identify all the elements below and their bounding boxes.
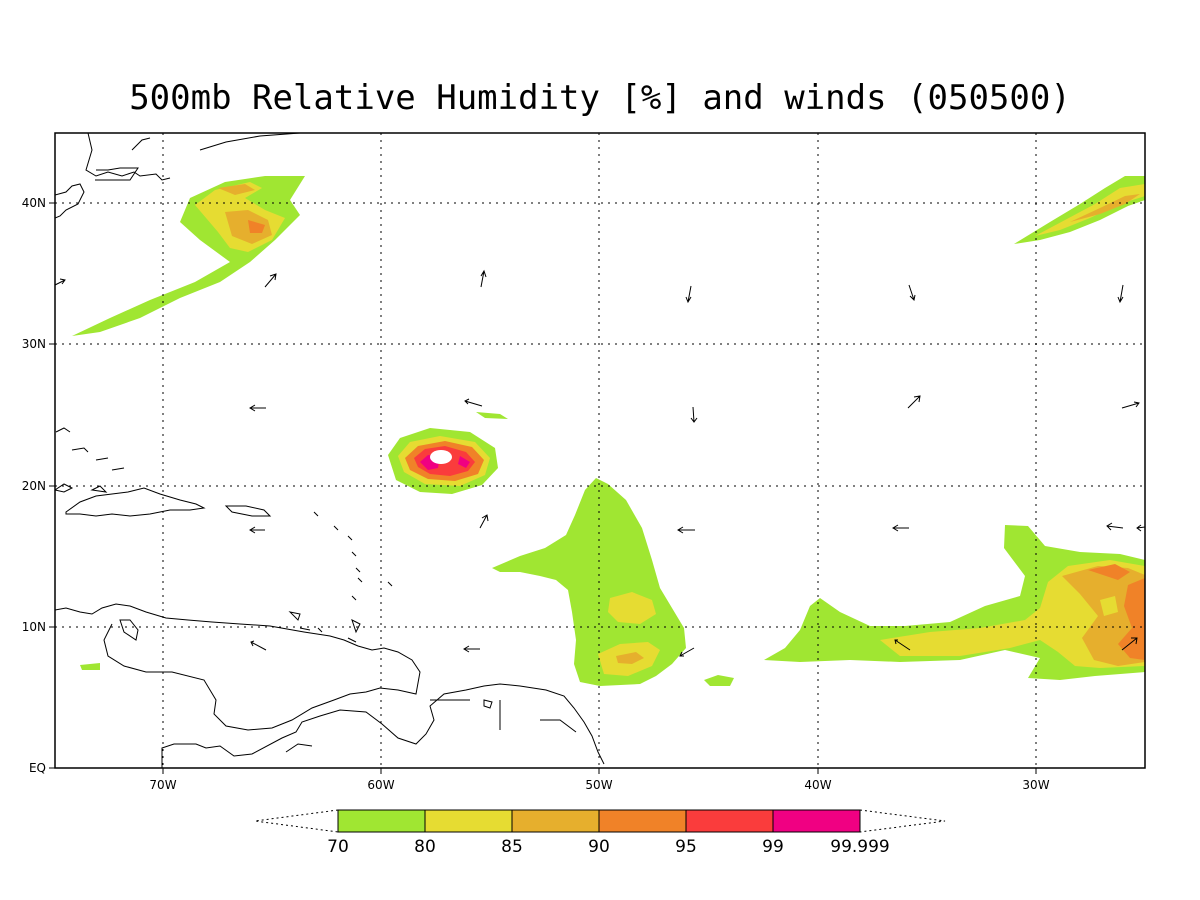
- colorbar-label: 70: [327, 837, 349, 857]
- axis-ticks: [49, 202, 1037, 774]
- wind-arrow: [1136, 524, 1146, 532]
- colorbar-swatch: [598, 809, 687, 833]
- lon-tick-label: 70W: [149, 778, 176, 792]
- colorbar-swatch: [685, 809, 774, 833]
- coastline-inner: [285, 699, 577, 753]
- wind-arrow: [907, 395, 921, 409]
- map-frame: [54, 132, 1146, 769]
- map-title: 500mb Relative Humidity [%] and winds (0…: [129, 78, 1071, 118]
- map-grid: [55, 133, 1145, 768]
- lat-tick-label: EQ: [29, 761, 46, 775]
- lat-tick-label: 20N: [22, 479, 46, 493]
- wind-arrow: [690, 406, 698, 423]
- humidity-region-se-90: [1088, 564, 1145, 660]
- humidity-region-ne: [1014, 176, 1145, 244]
- latitude-labels: 40N 30N 20N 10N EQ: [22, 196, 46, 775]
- wind-arrow: [677, 526, 695, 534]
- longitude-labels: 70W 60W 50W 40W 30W: [149, 778, 1049, 792]
- wind-arrow: [1121, 401, 1140, 409]
- wind-arrow: [264, 273, 277, 288]
- colorbar-label: 80: [414, 837, 436, 857]
- coastlines: [55, 133, 605, 768]
- colorbar-label: 99: [762, 837, 784, 857]
- humidity-region-ne-80: [1035, 184, 1145, 236]
- wind-arrow: [1106, 522, 1124, 531]
- wind-vectors: [54, 269, 1146, 657]
- coastline-south-america: [55, 603, 605, 768]
- colorbar-labels: 70 80 85 90 95 99 99.999: [327, 837, 890, 857]
- colorbar-swatch: [337, 809, 426, 833]
- colorbar-swatch: [772, 809, 861, 833]
- wind-arrow: [908, 284, 916, 302]
- colorbar-right-extension: [859, 809, 946, 833]
- colorbar-swatch: [511, 809, 600, 833]
- wind-arrow: [685, 285, 692, 304]
- humidity-region-nw: [72, 176, 305, 336]
- wind-arrow: [892, 524, 909, 532]
- wind-arrow: [54, 278, 66, 286]
- humidity-region-central: [492, 478, 686, 686]
- wind-arrow: [1121, 637, 1138, 651]
- coastline-lesser-antilles: [313, 511, 393, 643]
- lon-tick-label: 40W: [804, 778, 831, 792]
- humidity-region-nw-90: [248, 220, 265, 233]
- humidity-region-small: [80, 663, 100, 670]
- wind-arrow: [463, 645, 480, 653]
- lat-tick-label: 10N: [22, 620, 46, 634]
- wind-arrow: [1117, 284, 1124, 304]
- cyclone-eye: [430, 450, 452, 464]
- colorbar-label: 90: [588, 837, 610, 857]
- lon-tick-label: 30W: [1022, 778, 1049, 792]
- humidity-fields: [72, 176, 1145, 686]
- colorbar: 70 80 85 90 95 99 99.999: [254, 809, 946, 857]
- humidity-region-ne-85: [1070, 194, 1140, 222]
- humidity-region-central-80a: [608, 592, 656, 624]
- lat-tick-label: 30N: [22, 337, 46, 351]
- coastline-caribbean-islands: [55, 427, 311, 641]
- colorbar-swatch: [424, 809, 513, 833]
- wind-arrow: [249, 526, 265, 534]
- wind-arrow: [679, 647, 695, 657]
- coastline-north-america: [55, 133, 301, 219]
- humidity-region-blob: [704, 675, 734, 686]
- wind-arrow: [464, 398, 483, 407]
- wind-arrow: [479, 514, 489, 529]
- humidity-region-central-85: [616, 652, 644, 664]
- colorbar-left-extension: [254, 809, 339, 833]
- wind-arrow: [480, 269, 487, 288]
- wind-arrow: [894, 639, 911, 651]
- lon-tick-label: 50W: [585, 778, 612, 792]
- lon-tick-label: 60W: [367, 778, 394, 792]
- colorbar-label: 99.999: [830, 837, 889, 857]
- wind-arrow: [249, 404, 266, 412]
- wind-arrow: [250, 640, 267, 651]
- humidity-region-streak: [476, 412, 508, 419]
- colorbar-label: 85: [501, 837, 523, 857]
- lat-tick-label: 40N: [22, 196, 46, 210]
- colorbar-label: 95: [675, 837, 697, 857]
- humidity-region-se-80b: [1100, 596, 1118, 616]
- colorbar-swatches: [337, 809, 861, 833]
